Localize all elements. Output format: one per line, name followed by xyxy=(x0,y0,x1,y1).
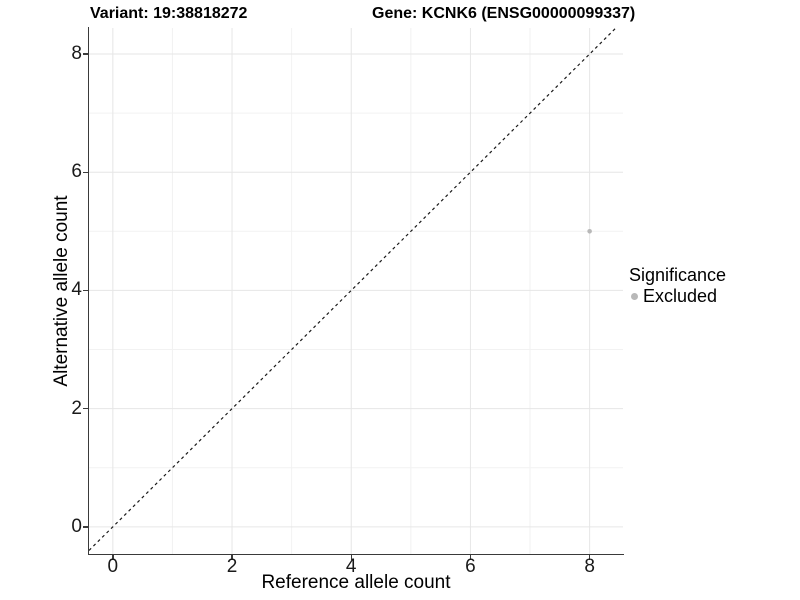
x-tick-label: 2 xyxy=(226,556,238,577)
plot-title-variant: Variant: 19:38818272 xyxy=(90,5,248,22)
legend-entry-label: Excluded xyxy=(643,286,718,306)
identity-line xyxy=(89,28,617,551)
legend-entry-excluded: Excluded xyxy=(629,286,726,307)
y-tick-label: 6 xyxy=(71,161,82,183)
x-tick-label: 0 xyxy=(107,556,119,577)
legend-title: Significance xyxy=(629,265,727,285)
legend: Significance Excluded xyxy=(629,265,726,307)
y-tick-mark xyxy=(82,407,88,410)
y-axis-title: Alternative allele count xyxy=(51,195,72,387)
y-axis-line xyxy=(87,27,90,555)
x-tick-mark xyxy=(112,555,114,561)
x-tick-mark xyxy=(588,555,591,561)
y-tick-mark xyxy=(82,171,88,173)
y-tick-label: 8 xyxy=(71,43,82,64)
y-tick-mark xyxy=(82,289,88,292)
x-tick-mark xyxy=(231,555,233,561)
y-tick-label: 0 xyxy=(71,515,82,537)
plot-title-gene: Gene: KCNK6 (ENSG00000099337) xyxy=(372,5,636,22)
x-tick-mark xyxy=(350,555,352,561)
x-tick-label: 4 xyxy=(345,556,357,577)
legend-point-marker xyxy=(631,293,638,300)
x-tick-mark xyxy=(469,555,472,561)
y-tick-label: 4 xyxy=(71,279,82,301)
y-tick-label: 2 xyxy=(71,397,82,419)
y-tick-mark xyxy=(82,526,88,528)
x-axis-title: Reference allele count xyxy=(261,572,451,593)
x-tick-label: 8 xyxy=(584,556,595,577)
y-tick-mark xyxy=(82,53,88,55)
data-point xyxy=(587,229,592,234)
x-tick-label: 6 xyxy=(465,556,476,577)
x-axis-line xyxy=(87,553,624,556)
plot-panel xyxy=(89,28,623,554)
